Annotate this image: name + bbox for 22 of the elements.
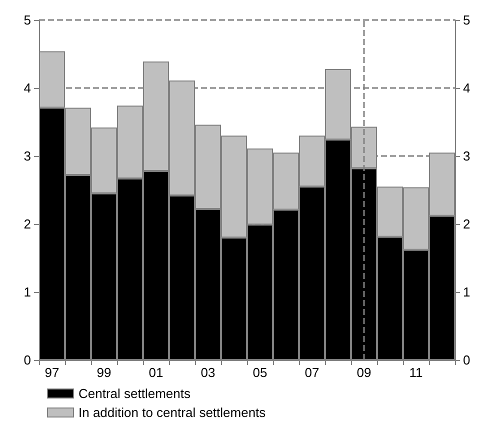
y-tick-label: 1 — [24, 284, 31, 300]
y-tick-label: 0 — [24, 352, 31, 368]
y-tick-label: 3 — [24, 148, 31, 164]
y-tick-label: 5 — [24, 12, 31, 28]
y2-tick-label: 1 — [463, 284, 470, 300]
x-tick-label: 03 — [200, 365, 216, 380]
y-tick-label: 4 — [24, 80, 31, 96]
y2-tick-label: 5 — [463, 12, 470, 28]
y2-tick-label: 2 — [463, 216, 470, 232]
x-tick-label: 05 — [252, 365, 268, 380]
x-tick-label: 97 — [44, 365, 60, 380]
y2-tick-label: 4 — [463, 80, 470, 96]
x-tick-label: 99 — [96, 365, 112, 380]
x-tick-label: 11 — [409, 365, 423, 380]
legend-label: Central settlements — [78, 386, 191, 401]
y2-tick-label: 0 — [463, 352, 470, 368]
x-tick-label: 09 — [356, 365, 372, 380]
legend-label: In addition to central settlements — [78, 405, 266, 420]
y-tick-label: 2 — [24, 216, 31, 232]
y2-tick-label: 3 — [463, 148, 470, 164]
x-tick-label: 01 — [148, 365, 164, 380]
x-tick-label: 07 — [304, 365, 320, 380]
